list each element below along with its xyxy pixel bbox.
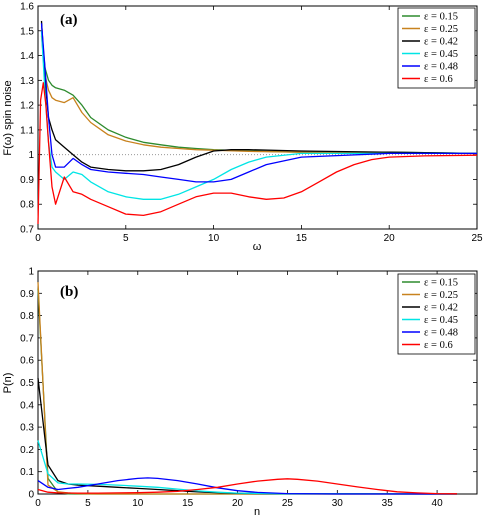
y-tick-label: 0: [28, 490, 34, 501]
x-tick-label: 35: [382, 498, 394, 509]
legend-entry: ε = 0.15: [424, 278, 458, 289]
y-tick-label: 0.7: [20, 333, 34, 344]
y-tick-label: 1.5: [20, 26, 34, 37]
y-tick-label: 0.9: [20, 289, 34, 300]
series-line-4: [40, 23, 477, 183]
x-tick-label: 0: [35, 498, 41, 509]
legend-box-a: [397, 7, 476, 89]
x-tick-label: 20: [232, 498, 244, 509]
axis-ticks-b: 0 5 10 15 20 25 30 35 40 0 0.1 0.2 0.3 0.4 0.5 0.6 0.7 0.…: [20, 267, 477, 509]
legend-entry: ε = 0.6: [424, 74, 453, 85]
series-line-5: [37, 82, 478, 225]
y-tick-label: 0.2: [20, 445, 34, 456]
y-tick-label: 1: [28, 267, 34, 278]
legend-a: ε = 0.15ε = 0.25 ε = 0.42ε = 0.45 ε = 0.48…: [397, 7, 476, 89]
y-axis-label-a: F(ω) spin noise: [2, 80, 14, 155]
legend-entry: ε = 0.6: [424, 340, 453, 351]
series-lines-a: [37, 20, 478, 225]
x-tick-label: 10: [132, 498, 144, 509]
x-axis-label-a: ω: [253, 241, 262, 253]
x-tick-label: 25: [471, 233, 483, 244]
y-tick-label: 0.8: [20, 311, 34, 322]
series-lines-b: [37, 282, 458, 495]
legend-entry: ε = 0.45: [424, 49, 458, 60]
x-tick-label: 5: [123, 233, 129, 244]
x-tick-label: 10: [208, 233, 220, 244]
x-tick-label: 5: [85, 498, 91, 509]
series-line-1: [40, 35, 478, 155]
chart-panel-b: 0 5 10 15 20 25 30 35 40 0 0.1 0.2 0.3 0.4 0.5 0.6 0.7 0.…: [2, 267, 478, 518]
x-tick-label: 30: [332, 498, 344, 509]
y-axis-label-b: P(n): [2, 373, 14, 394]
y-tick-label: 0.8: [20, 200, 34, 211]
legend-entry: ε = 0.45: [424, 315, 458, 326]
legend-entry: ε = 0.25: [424, 290, 458, 301]
series-line-4: [37, 477, 457, 495]
legend-entry: ε = 0.48: [424, 328, 458, 339]
legend-entry: ε = 0.48: [424, 62, 458, 73]
y-tick-label: 1.2: [20, 101, 34, 112]
legend-box-b: [397, 273, 476, 355]
series-line-2: [40, 20, 478, 172]
y-tick-label: 0.5: [20, 378, 34, 389]
x-tick-label: 25: [282, 498, 294, 509]
legend-entry: ε = 0.42: [424, 303, 458, 314]
y-tick-label: 0.9: [20, 175, 34, 186]
x-tick-label: 15: [296, 233, 308, 244]
legend-entry: ε = 0.15: [424, 12, 458, 23]
x-tick-label: 15: [182, 498, 194, 509]
y-tick-label: 1: [28, 150, 34, 161]
y-tick-label: 0.7: [20, 225, 34, 236]
legend-entry: ε = 0.42: [424, 37, 458, 48]
y-tick-label: 1.4: [20, 51, 34, 62]
chart-panel-a: 0 5 10 15 20 25 0.7 0.8 0.9 1 1.1 1.2 1.3 1.4 1.5 1.6 (…: [2, 2, 483, 254]
y-tick-label: 1.6: [20, 2, 34, 13]
legend-b: ε = 0.15ε = 0.25 ε = 0.42ε = 0.45 ε = 0.48…: [397, 273, 476, 355]
y-tick-label: 0.3: [20, 423, 34, 434]
y-tick-label: 0.1: [20, 467, 34, 478]
series-line-5: [37, 478, 458, 495]
series-line-3: [40, 30, 477, 200]
panel-label-b: (b): [60, 284, 78, 300]
legend-entry: ε = 0.25: [424, 24, 458, 35]
x-tick-label: 0: [35, 233, 41, 244]
x-axis-label-b: n: [254, 506, 260, 518]
panel-label-a: (a): [60, 12, 78, 28]
y-tick-label: 0.4: [20, 400, 34, 411]
x-tick-label: 20: [384, 233, 396, 244]
y-tick-label: 1.3: [20, 76, 34, 87]
x-tick-label: 40: [432, 498, 444, 509]
y-tick-label: 1.1: [20, 125, 34, 136]
series-line-1: [37, 282, 457, 495]
series-line-3: [37, 440, 458, 495]
y-tick-label: 0.6: [20, 356, 34, 367]
axis-ticks-a: 0 5 10 15 20 25 0.7 0.8 0.9 1 1.1 1.2 1.3 1.4 1.5 1.6: [20, 2, 483, 245]
